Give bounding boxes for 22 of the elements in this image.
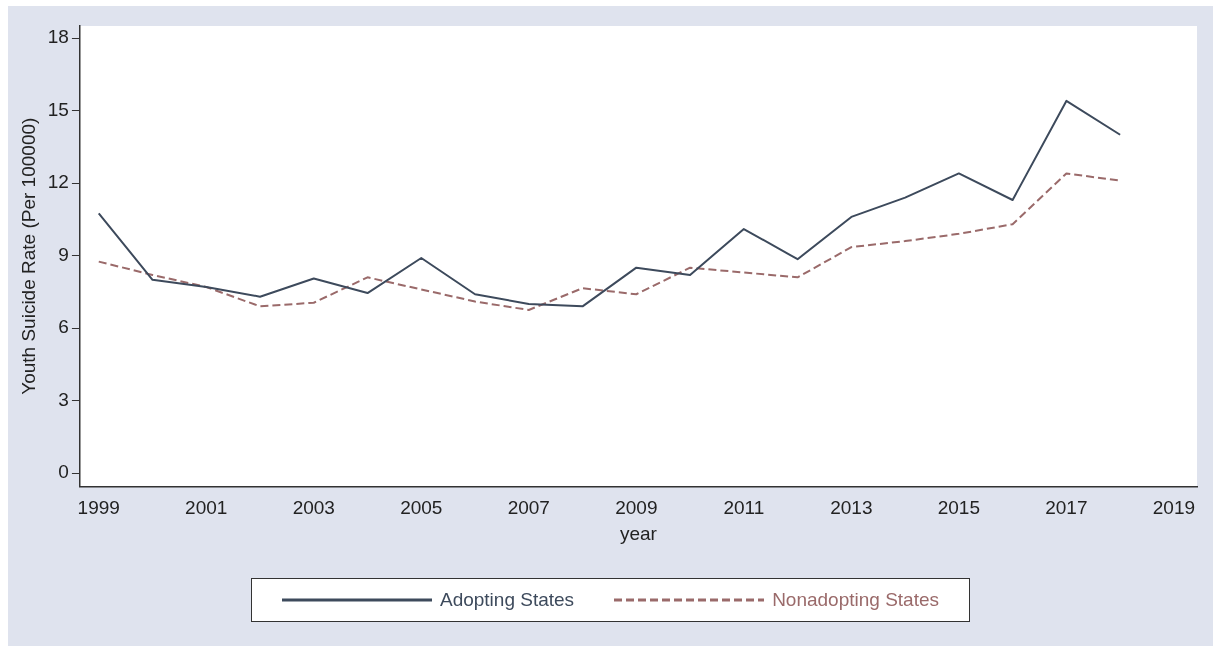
x-tick-label: 2015 — [937, 497, 980, 519]
y-tick-label: 12 — [47, 171, 69, 193]
y-tick-label: 6 — [58, 316, 69, 338]
x-tick-label: 2017 — [1045, 497, 1088, 519]
x-tick-label: 2007 — [507, 497, 550, 519]
text: Nonadopting States — [772, 589, 940, 611]
x-tick-label: 2011 — [723, 497, 765, 519]
x-tick-label: 2013 — [830, 497, 873, 519]
y-tick-label: 0 — [58, 461, 69, 483]
y-tick-label: 3 — [58, 388, 69, 410]
x-axis-title: year — [619, 522, 658, 544]
y-tick-label: 18 — [47, 26, 69, 48]
y-tick-label: 9 — [58, 243, 69, 265]
x-tick-label: 1999 — [77, 497, 120, 519]
x-tick-label: 2001 — [185, 497, 228, 519]
x-tick-label: 2009 — [615, 497, 658, 519]
y-axis-title: Youth Suicide Rate (Per 100000) — [17, 117, 39, 395]
text: Adopting States — [439, 589, 575, 611]
x-tick-label: 2005 — [400, 497, 443, 519]
y-tick-label: 15 — [47, 98, 69, 120]
x-tick-label: 2019 — [1152, 497, 1196, 519]
x-tick-label: 2003 — [292, 497, 335, 519]
